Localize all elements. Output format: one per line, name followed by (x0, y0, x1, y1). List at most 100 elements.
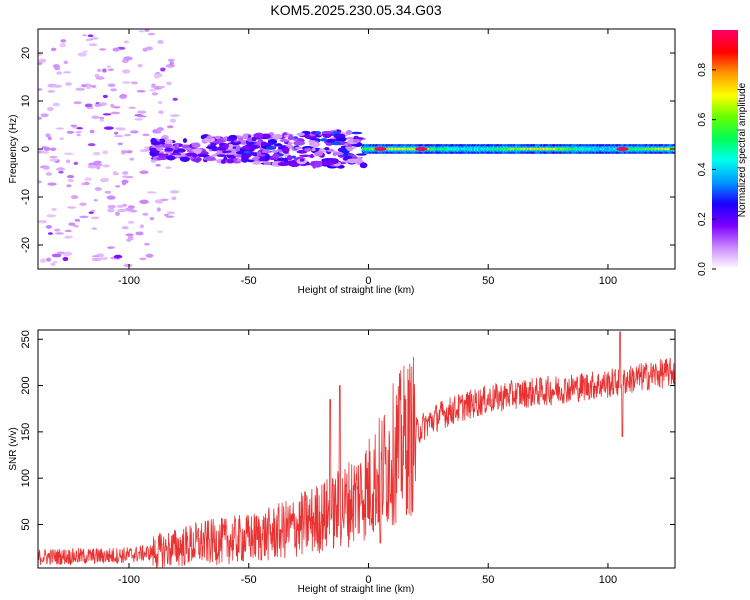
spectrogram-cell (145, 253, 154, 258)
spectrogram-cell (296, 132, 306, 136)
spectrogram-cells (38, 29, 675, 267)
spectrogram-cell (46, 257, 52, 262)
spectrogram-cell (263, 161, 271, 166)
spectrogram-cell (158, 85, 166, 89)
spectrogram-cell (38, 150, 44, 154)
spectrogram-cell (90, 209, 96, 212)
spectrogram-cell (226, 152, 237, 156)
colorbar-ramp (712, 30, 738, 269)
spectrogram-cell (134, 118, 144, 121)
spectrogram-cell (102, 113, 112, 116)
spectrogram-cell (314, 151, 323, 157)
spectrogram-cell (284, 134, 289, 138)
spectrogram-cell (314, 131, 322, 135)
spectrogram-cell (147, 32, 156, 36)
y-tick-label: 10 (20, 95, 32, 107)
spectrogram-cell (139, 170, 149, 175)
spectrogram-cell (112, 106, 121, 109)
spectrogram-cell (56, 71, 63, 75)
spectrogram-cell (107, 204, 116, 209)
spectrogram-cell (165, 166, 172, 169)
spectrogram-cell (86, 85, 91, 90)
spectrogram-cell (262, 133, 271, 139)
spectrogram-cell (149, 89, 157, 92)
spectrogram-cell (158, 110, 164, 114)
spectrogram-cell (77, 52, 87, 57)
spectrogram-cell (137, 63, 143, 68)
spectrogram-cell (172, 97, 178, 101)
spectrogram-cell (46, 106, 54, 112)
spectrogram-cell (304, 147, 312, 152)
snr-y-ticks: 50 100 150 200 250 (20, 330, 675, 531)
spectrogram-cell (264, 154, 270, 161)
spectrogram-cell (157, 230, 164, 233)
spectrogram-cell (169, 118, 177, 123)
spectrogram-cell (121, 81, 131, 84)
spectrogram-cell (346, 146, 354, 152)
spectrogram-cell (102, 68, 107, 73)
spectrogram-cell (114, 134, 124, 138)
spectrogram-cell (66, 130, 75, 134)
snr-y-label: SNR (v/v) (8, 427, 19, 470)
spectrogram-cell (275, 143, 282, 147)
spectrogram-cell (99, 118, 104, 122)
spectrogram-cell (62, 71, 72, 74)
x-tick-label: 50 (482, 275, 494, 287)
spectrogram-cell (221, 150, 232, 154)
x-tick-label: -50 (241, 574, 257, 586)
spectrogram-cell (246, 136, 252, 142)
spectrogram-cell (320, 138, 328, 142)
spectrogram-x-label: Height of straight line (km) (298, 285, 415, 296)
spectrogram-cell (73, 161, 79, 165)
x-tick-label: 100 (599, 275, 617, 287)
spectrogram-cell (129, 209, 138, 213)
spectrogram-cell (156, 156, 168, 161)
spectrogram-cell (43, 146, 51, 152)
spectrogram-cell (120, 150, 128, 154)
colorbar-tick-label: 0.2 (697, 212, 708, 226)
spectrogram-cell (73, 101, 82, 105)
spectrogram-cell (107, 83, 116, 88)
spectrogram-cell (272, 134, 283, 140)
spectrogram-cell (129, 157, 135, 161)
spectrogram-cell (150, 85, 158, 88)
spectrogram-cell (166, 81, 172, 86)
y-tick-label: 20 (20, 47, 32, 59)
spectrogram-cell (159, 138, 165, 142)
spectrogram-cell (242, 133, 249, 140)
spectrogram-cell (164, 147, 174, 152)
spectrogram-cell (51, 253, 62, 258)
spectrogram-cell (52, 84, 63, 88)
spectrogram-cell (63, 60, 69, 65)
spectrogram-cell (121, 179, 129, 184)
spectrogram-cell (228, 134, 238, 140)
spectrogram-cell (309, 153, 314, 159)
spectrogram-cell (39, 258, 47, 263)
spectrogram-cell (49, 147, 57, 152)
spectrogram-cell (228, 143, 234, 149)
spectrogram-cell (277, 157, 287, 162)
spectrogram-cell (106, 195, 116, 200)
spectrogram-cell (107, 208, 115, 213)
spectrogram-cell (182, 138, 188, 143)
spectrogram-cell (352, 138, 361, 143)
spectrogram-cell (38, 58, 47, 63)
spectrogram-cell (206, 135, 213, 140)
spectrogram-cell (311, 147, 316, 152)
spectrogram-cell (169, 61, 174, 66)
spectrogram-cell (157, 100, 163, 105)
y-tick-label: 0 (20, 146, 32, 152)
spectrogram-cell (102, 164, 110, 168)
spectrogram-cell (123, 263, 133, 267)
spectrogram-cell (155, 147, 163, 151)
spectrogram-cell (135, 231, 144, 236)
spectrogram-cell (185, 152, 197, 157)
spectrogram-cell (90, 216, 100, 220)
spectrogram-cell (247, 159, 255, 163)
spectrogram-cell (139, 224, 145, 229)
spectrogram-cell (107, 68, 114, 72)
spectrogram-cell (38, 116, 43, 120)
spectrogram-cell (126, 150, 133, 154)
spectrogram-cell (210, 142, 217, 146)
